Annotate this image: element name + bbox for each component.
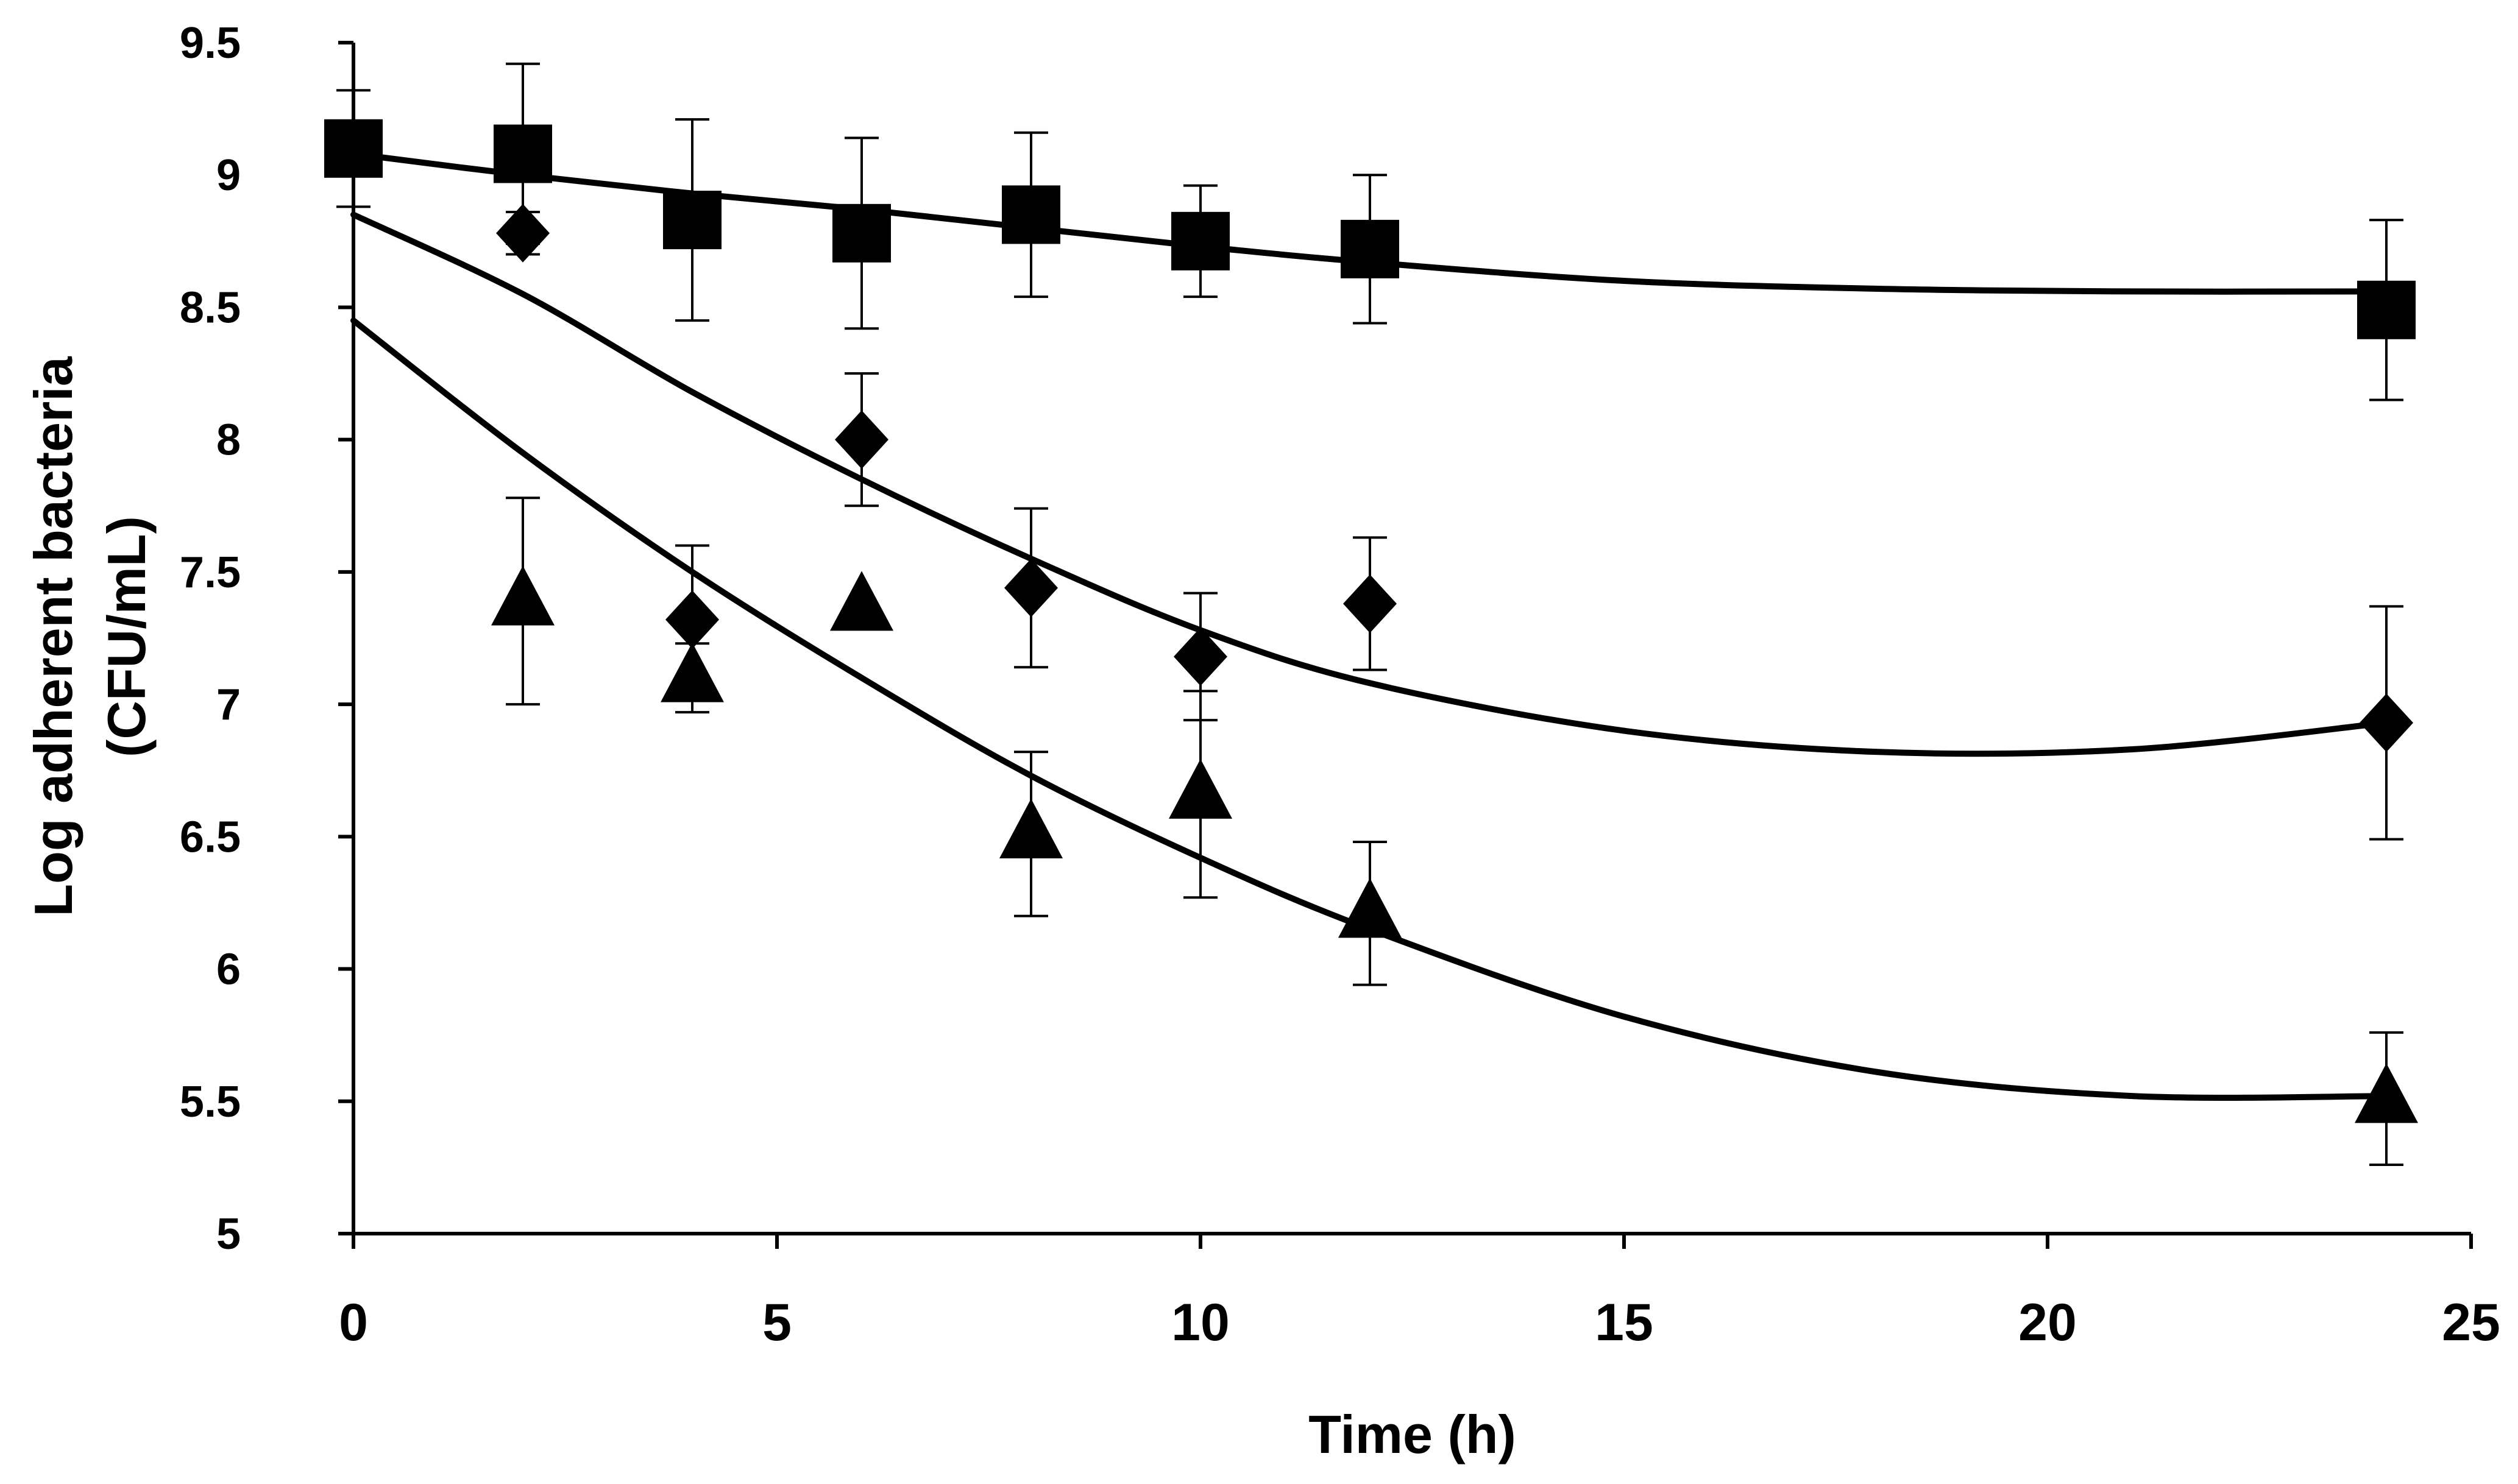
y-tick-label: 8 (216, 416, 241, 465)
marker-square (324, 119, 383, 178)
x-tick-label: 5 (762, 1293, 792, 1352)
marker-square (1002, 185, 1060, 244)
x-tick-label: 0 (339, 1293, 368, 1352)
marker-diamond (1343, 574, 1397, 634)
y-tick-label: 7 (216, 680, 241, 729)
marker-triangle (2355, 1063, 2418, 1123)
marker-triangle (1169, 758, 1232, 819)
y-tick-label: 6.5 (180, 813, 241, 861)
y-tick-label: 6 (216, 945, 241, 994)
marker-triangle (999, 798, 1063, 858)
marker-square (1341, 219, 1399, 278)
marker-triangle (661, 642, 724, 702)
x-axis-title: Time (h) (1308, 1404, 1516, 1465)
trend-line-triangle (350, 317, 2389, 1101)
marker-diamond (1174, 627, 1227, 686)
x-tick-label: 20 (2018, 1293, 2077, 1352)
y-axis-title-line-2: (CFU/mL) (96, 516, 157, 757)
marker-square (494, 124, 552, 183)
axis-labels: Time (h) Log adherent bacteria (CFU/mL) (23, 356, 1516, 1465)
marker-square (2357, 280, 2416, 339)
y-tick-label: 7.5 (180, 548, 241, 597)
marker-diamond (2360, 693, 2413, 752)
marker-diamond (496, 203, 550, 263)
y-tick-label: 5.5 (180, 1078, 241, 1126)
marker-square (1171, 211, 1230, 270)
y-tick-label: 5 (216, 1210, 241, 1259)
x-tick-label: 15 (1595, 1293, 1653, 1352)
axes: 5 5.5 6 6.5 7 7.5 8 8.5 9 9.5 0 5 10 15 20 25 (180, 19, 2500, 1352)
trend-line-diamond (350, 211, 2389, 757)
y-tick-label: 8.5 (180, 283, 241, 332)
marker-diamond (835, 410, 888, 469)
y-axis-title-line-1: Log adherent bacteria (23, 356, 83, 916)
y-tick-label: 9.5 (180, 19, 241, 68)
marker-triangle (830, 571, 893, 631)
marker-diamond (1004, 558, 1058, 617)
x-tick-label: 25 (2442, 1293, 2500, 1352)
marker-triangle (1338, 878, 1402, 938)
data-markers (324, 119, 2418, 1123)
x-tick-label: 10 (1171, 1293, 1230, 1352)
marker-square (663, 191, 722, 250)
marker-diamond (665, 590, 719, 649)
marker-triangle (491, 565, 555, 626)
y-tick-label: 9 (216, 151, 241, 200)
marker-square (832, 203, 891, 263)
